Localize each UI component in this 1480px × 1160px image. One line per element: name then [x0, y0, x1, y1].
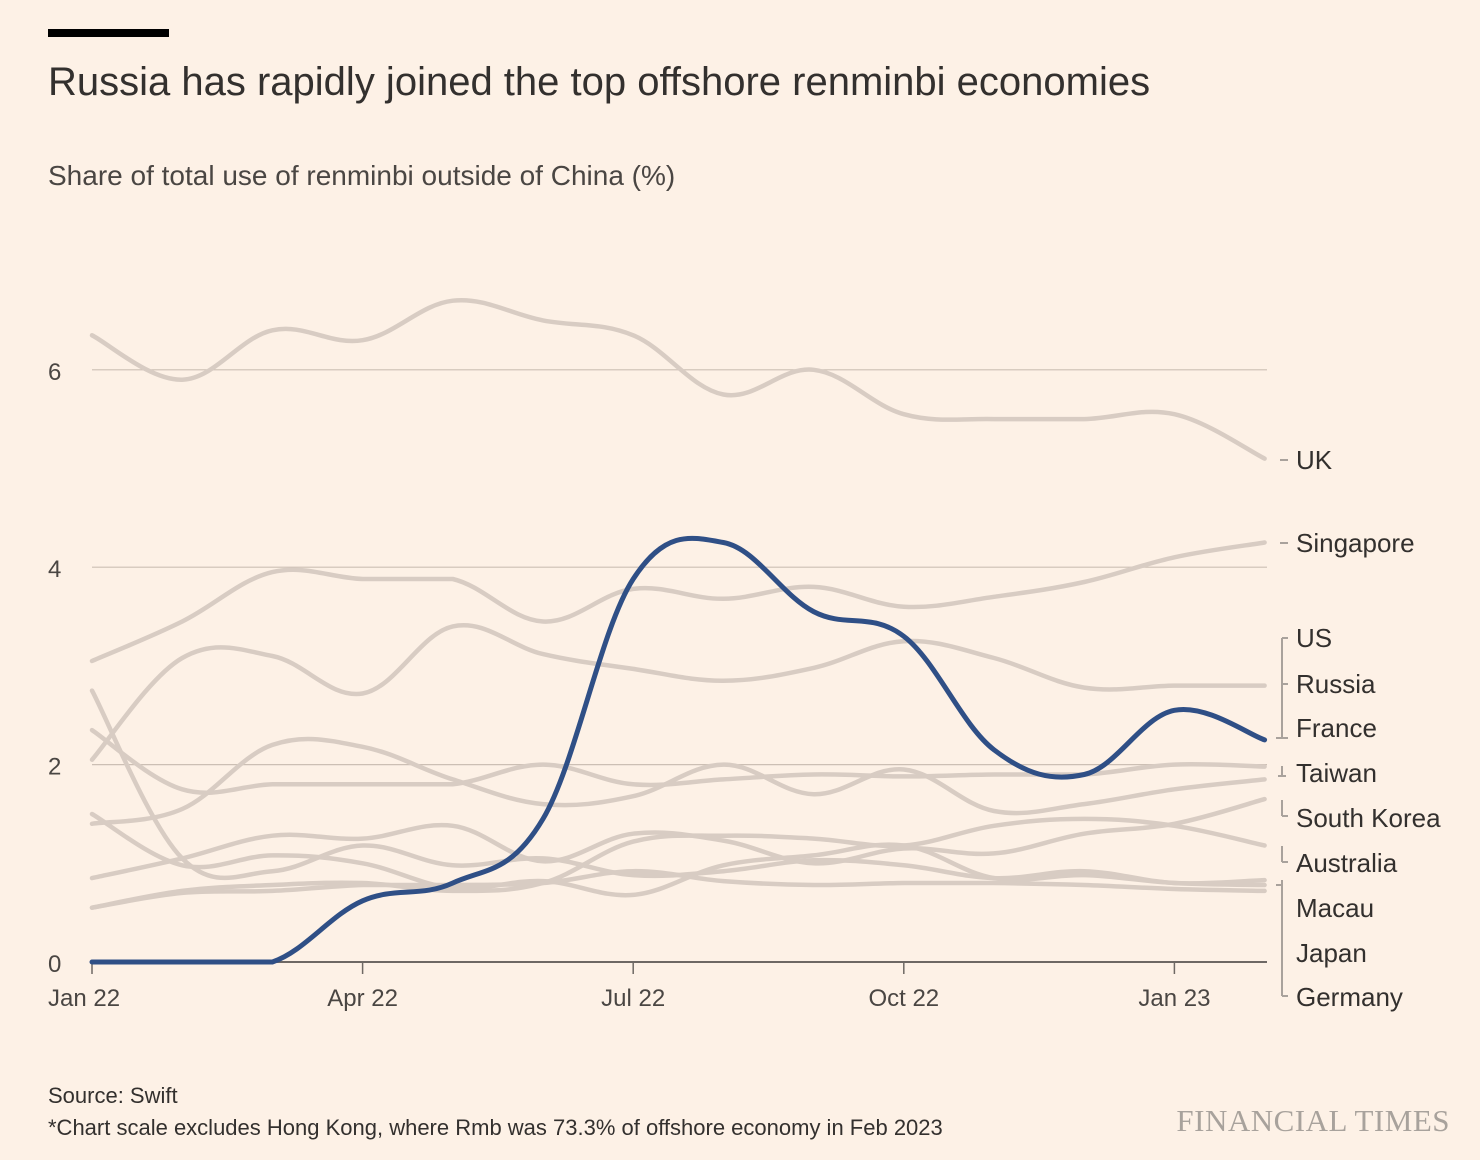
series-line-taiwan — [89, 736, 1267, 827]
series-line-germany — [89, 868, 1267, 910]
legend-label-macau: Macau — [1296, 893, 1374, 923]
legend: UK Singapore US Russia France Taiwan South Kor… — [1276, 445, 1441, 1012]
legend-label-france: France — [1296, 713, 1377, 743]
x-axis: Jan 22 Apr 22 Jul 22 Oct 22 Jan 23 — [48, 962, 1210, 1012]
footnote: *Chart scale excludes Hong Kong, where R… — [48, 1115, 943, 1140]
x-tick-label: Apr 22 — [327, 985, 398, 1012]
series-line-australia — [89, 796, 1267, 881]
x-tick-label: Jan 23 — [1138, 985, 1210, 1012]
y-tick-label: 2 — [48, 754, 61, 781]
legend-label-germany: Germany — [1296, 982, 1403, 1012]
chart-title: Russia has rapidly joined the top offsho… — [48, 60, 1151, 104]
series-line-uk — [89, 297, 1267, 461]
y-tick-label: 0 — [48, 951, 61, 978]
chart-footer: Source: Swift *Chart scale excludes Hong… — [48, 1080, 943, 1144]
series-line-south-korea — [89, 816, 1267, 910]
y-tick-label: 6 — [48, 359, 61, 386]
brand-accent-bar — [48, 29, 169, 37]
legend-label-uk: UK — [1296, 445, 1333, 475]
legend-label-japan: Japan — [1296, 938, 1367, 968]
series-line-macau — [89, 688, 1267, 886]
y-axis: 0 2 4 6 — [48, 359, 61, 978]
ft-logo: FINANCIAL TIMES — [1176, 1103, 1450, 1138]
series-line-us — [89, 623, 1267, 762]
x-tick-label: Jul 22 — [601, 985, 665, 1012]
legend-label-australia: Australia — [1296, 848, 1398, 878]
series-line-france — [89, 727, 1267, 795]
x-tick-label: Oct 22 — [868, 985, 939, 1012]
legend-label-russia: Russia — [1296, 669, 1376, 699]
series-lines — [89, 297, 1268, 965]
series-line-singapore — [89, 540, 1267, 664]
legend-label-singapore: Singapore — [1296, 528, 1415, 558]
source-note: Source: Swift — [48, 1083, 178, 1108]
series-line-russia — [89, 535, 1268, 965]
legend-label-taiwan: Taiwan — [1296, 758, 1377, 788]
y-tick-label: 4 — [48, 556, 61, 583]
series-line-japan — [89, 811, 1267, 898]
chart-subtitle: Share of total use of renminbi outside o… — [48, 160, 676, 191]
legend-label-south-korea: South Korea — [1296, 803, 1441, 833]
x-tick-label: Jan 22 — [48, 985, 120, 1012]
legend-label-us: US — [1296, 623, 1332, 653]
